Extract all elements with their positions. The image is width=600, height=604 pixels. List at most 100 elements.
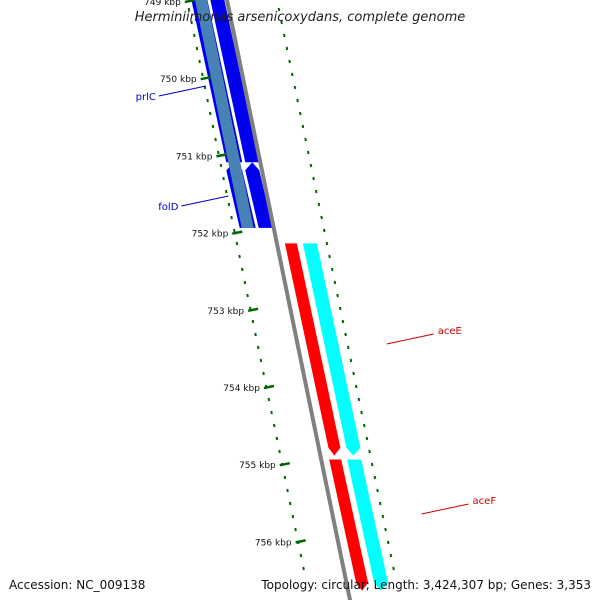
gc-dot	[240, 267, 244, 272]
gc-dot	[208, 111, 212, 116]
gc-dot	[192, 33, 196, 38]
topology-text: Topology: circular; Length: 3,424,307 bp…	[261, 578, 591, 592]
gc-dot	[352, 371, 355, 376]
tick-label: 754 kbp	[223, 384, 260, 394]
gc-dot	[235, 241, 239, 246]
gc-dot	[285, 46, 289, 51]
gc-dot	[304, 137, 307, 142]
gc-dot	[288, 59, 291, 64]
gene-label-fold[interactable]: folD	[158, 202, 178, 213]
gc-dot	[299, 553, 303, 558]
label-line-acef	[421, 503, 469, 515]
features-layer	[191, 0, 389, 591]
gc-dot	[346, 345, 350, 350]
gene-feature-fold	[228, 162, 254, 228]
gc-dot	[325, 241, 329, 246]
gc-dot	[190, 20, 193, 25]
gc-dot	[224, 189, 228, 194]
gc-dot	[275, 436, 279, 441]
gc-dot	[314, 189, 318, 194]
gc-dot	[309, 163, 313, 168]
gc-dot	[328, 254, 331, 259]
tick-mark	[247, 307, 259, 313]
gc-dot	[338, 306, 342, 311]
tick-label: 752 kbp	[192, 230, 229, 240]
gc-dot	[317, 202, 321, 207]
gc-dot	[251, 319, 255, 324]
gc-dot	[211, 124, 215, 129]
accession-text: Accession: NC_009138	[9, 578, 146, 592]
tick-mark	[279, 461, 291, 467]
gc-dot	[280, 20, 283, 25]
gc-dot	[302, 566, 305, 571]
gc-dot	[341, 319, 345, 324]
gc-dot	[392, 566, 395, 571]
tick-label: 749 kbp	[144, 0, 181, 8]
gc-dot	[384, 527, 387, 532]
gc-dot	[370, 462, 374, 467]
gc-dot	[291, 514, 295, 519]
label-line-fold	[181, 195, 229, 207]
gc-dot	[267, 397, 271, 402]
gc-dot	[330, 267, 334, 272]
cds-fold	[245, 162, 273, 228]
gc-dot	[312, 176, 315, 181]
tick-mark	[295, 539, 306, 544]
gc-dot	[357, 397, 361, 402]
gc-dot	[298, 111, 302, 116]
tick-mark	[232, 230, 243, 235]
gc-dot	[259, 358, 263, 363]
gc-dot	[214, 137, 217, 142]
gc-dot	[301, 124, 305, 129]
gc-dot	[293, 85, 297, 90]
gene-label-acee[interactable]: aceE	[438, 326, 462, 337]
cds-prlc	[210, 0, 260, 163]
gc-dot	[288, 501, 292, 506]
gene-acee	[284, 243, 341, 456]
gc-dot	[389, 553, 393, 558]
gc-dot	[272, 423, 276, 428]
gc-dot	[344, 332, 347, 337]
gc-dot	[349, 358, 353, 363]
gc-dot	[378, 501, 382, 506]
gene-labels-layer: prlC folD aceE aceF	[136, 85, 497, 515]
gene-feature-prlc	[194, 0, 241, 163]
gc-dot	[254, 332, 257, 337]
gc-dot	[386, 540, 390, 545]
gc-dot	[306, 150, 310, 155]
gc-dot	[286, 488, 289, 493]
gc-dot	[294, 527, 297, 532]
gene-label-acef[interactable]: aceF	[473, 496, 497, 507]
gc-dot	[238, 254, 241, 259]
gc-dot	[362, 423, 366, 428]
gc-dot	[278, 449, 281, 454]
label-line-prlc	[158, 85, 206, 97]
genome-backbone	[224, 0, 353, 604]
gc-dot	[290, 72, 294, 77]
gc-dot	[270, 410, 273, 415]
gc-dot	[256, 345, 260, 350]
map-title: Herminiimonas arsenicoxydans, complete g…	[134, 10, 466, 25]
gc-dot	[277, 7, 281, 12]
tick-label: 753 kbp	[207, 307, 244, 317]
tick-label: 756 kbp	[255, 538, 292, 548]
gene-acef	[329, 459, 369, 591]
cds-acef	[347, 459, 389, 591]
gc-dot	[354, 384, 358, 389]
gene-label-prlc[interactable]: prlC	[136, 92, 156, 103]
gc-dot	[262, 371, 265, 376]
gc-dot	[296, 98, 299, 103]
tick-label: 751 kbp	[176, 152, 213, 162]
tick-label: 750 kbp	[160, 75, 197, 85]
gc-dot	[373, 475, 377, 480]
gc-dot	[322, 228, 326, 233]
gc-dot	[216, 150, 220, 155]
gc-dot	[320, 215, 323, 220]
tick-mark	[184, 0, 196, 4]
gc-dot	[336, 293, 339, 298]
gc-dot	[376, 488, 379, 493]
gc-dot	[365, 436, 369, 441]
gc-dots-layer	[187, 7, 395, 571]
